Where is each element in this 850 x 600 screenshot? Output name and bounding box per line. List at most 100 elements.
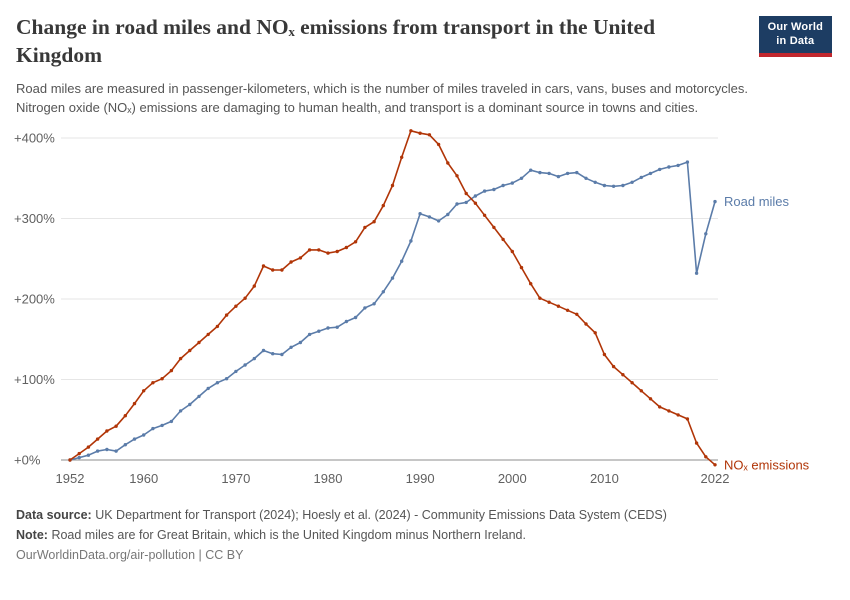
data-point-no-emissions: [169, 368, 174, 373]
data-point-no-emissions: [326, 251, 330, 255]
data-point-road-miles: [261, 348, 266, 353]
data-point-no-emissions: [243, 296, 247, 300]
data-point-road-miles: [197, 394, 201, 398]
data-point-no-emissions: [658, 405, 662, 409]
data-point-no-emissions: [77, 451, 81, 456]
chart-canvas: +0% +100% +200% +300% +400% 1952 1960 1970 1980 1…: [0, 120, 850, 503]
data-point-road-miles: [556, 174, 561, 179]
data-point-no-emissions: [68, 458, 72, 462]
data-point-road-miles: [694, 271, 699, 275]
data-point-no-emissions: [685, 417, 690, 421]
y-tick-label: +100%: [14, 372, 55, 387]
chart-subtitle: Road miles are measured in passenger-kil…: [16, 80, 748, 116]
data-point-no-emissions: [335, 249, 339, 254]
data-point-road-miles: [243, 363, 247, 367]
data-point-road-miles: [215, 380, 220, 385]
data-point-no-emissions: [676, 413, 680, 417]
data-point-no-emissions: [390, 183, 395, 188]
data-source-text: UK Department for Transport (2024); Hoes…: [95, 507, 667, 522]
data-point-road-miles: [271, 351, 275, 356]
data-point-no-emissions: [114, 424, 118, 428]
x-tick-label: 1960: [129, 471, 158, 486]
data-point-road-miles: [95, 449, 100, 453]
data-point-road-miles: [105, 447, 109, 452]
data-point-road-miles: [685, 160, 690, 164]
y-tick-label: +400%: [14, 130, 55, 145]
data-point-no-emissions: [593, 330, 597, 335]
data-point-road-miles: [372, 301, 376, 306]
data-point-no-emissions: [381, 203, 385, 208]
data-point-road-miles: [224, 376, 229, 381]
data-point-no-emissions: [713, 462, 717, 467]
data-point-road-miles: [648, 171, 653, 175]
data-point-road-miles: [611, 184, 616, 188]
data-point-road-miles: [335, 325, 339, 329]
data-point-no-emissions: [575, 312, 579, 316]
y-tick-label: +0%: [14, 452, 41, 467]
data-point-road-miles: [234, 369, 238, 373]
data-point-no-emissions: [363, 225, 367, 229]
data-point-road-miles: [529, 168, 533, 172]
data-point-no-emissions: [427, 132, 432, 137]
series-line-road-miles: [69, 161, 716, 461]
data-point-no-emissions: [639, 388, 643, 393]
data-point-no-emissions: [353, 239, 358, 244]
data-point-no-emissions: [307, 248, 312, 252]
data-point-no-emissions: [482, 213, 487, 217]
data-point-no-emissions: [630, 380, 634, 385]
data-point-road-miles: [307, 332, 312, 336]
data-point-no-emissions: [492, 225, 496, 229]
data-point-no-emissions: [151, 380, 155, 385]
data-point-road-miles: [123, 442, 128, 447]
data-point-no-emissions: [160, 376, 164, 381]
data-point-no-emissions: [261, 264, 266, 268]
data-point-no-emissions: [694, 441, 699, 445]
data-point-no-emissions: [298, 256, 303, 260]
data-point-no-emissions: [215, 324, 220, 328]
data-point-road-miles: [584, 176, 588, 180]
data-point-no-emissions: [206, 332, 210, 336]
data-point-road-miles: [538, 170, 542, 175]
data-point-no-emissions: [105, 429, 109, 433]
data-point-no-emissions: [197, 340, 201, 345]
data-point-no-emissions: [224, 313, 229, 317]
data-point-road-miles: [132, 437, 137, 441]
data-point-road-miles: [169, 419, 174, 423]
data-point-no-emissions: [95, 437, 100, 441]
data-point-no-emissions: [178, 356, 183, 361]
data-point-road-miles: [298, 340, 303, 345]
data-point-road-miles: [344, 319, 349, 324]
data-point-road-miles: [114, 449, 118, 453]
x-tick-label: 1970: [221, 471, 250, 486]
data-point-no-emissions: [648, 396, 653, 401]
data-point-no-emissions: [704, 454, 708, 459]
footer: Data source: UK Department for Transport…: [0, 503, 850, 566]
data-point-no-emissions: [464, 191, 468, 196]
data-point-road-miles: [713, 199, 717, 204]
owid-logo: Our World in Data: [758, 16, 832, 57]
data-point-road-miles: [206, 386, 210, 390]
y-tick-label: +200%: [14, 291, 55, 306]
data-point-no-emissions: [252, 284, 256, 288]
data-point-no-emissions: [538, 296, 542, 300]
data-point-no-emissions: [188, 348, 192, 353]
data-point-road-miles: [178, 409, 183, 413]
data-point-no-emissions: [529, 281, 533, 286]
data-point-road-miles: [667, 165, 671, 169]
logo-line-1: Our World: [767, 21, 823, 33]
data-point-road-miles: [464, 200, 468, 204]
data-point-road-miles: [142, 433, 146, 437]
data-point-road-miles: [252, 356, 256, 361]
data-point-road-miles: [602, 183, 607, 188]
data-point-road-miles: [418, 211, 422, 216]
data-point-no-emissions: [611, 364, 616, 369]
data-point-no-emissions: [446, 161, 450, 165]
data-point-no-emissions: [317, 248, 321, 252]
data-point-no-emissions: [436, 142, 441, 146]
x-tick-label: 1990: [406, 471, 435, 486]
data-point-no-emissions: [372, 219, 376, 224]
data-point-road-miles: [160, 423, 164, 427]
line-chart: +0% +100% +200% +300% +400% 1952 1960 1970 1980 1…: [14, 128, 810, 486]
data-point-no-emissions: [584, 322, 588, 326]
